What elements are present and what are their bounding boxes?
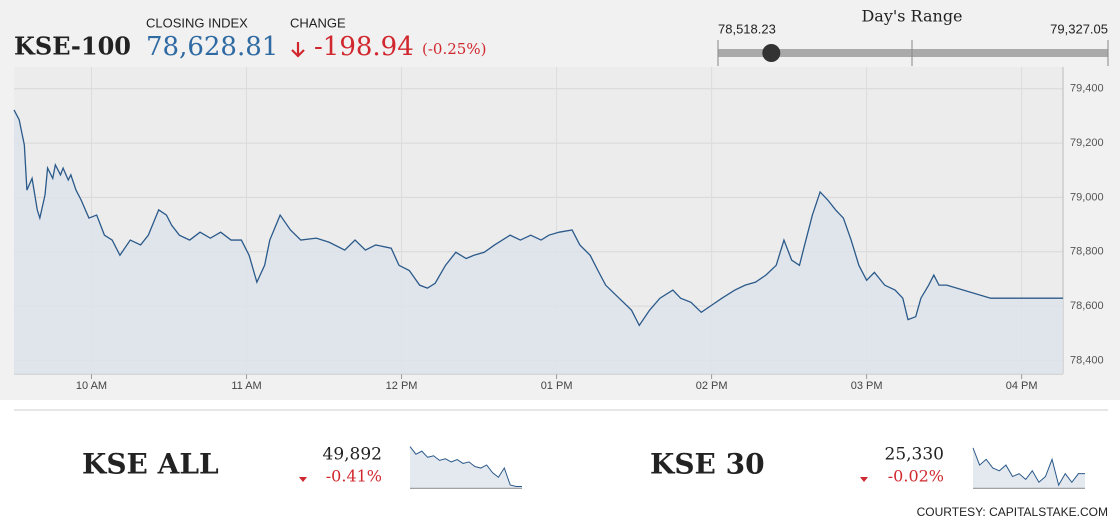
line	[13, 109, 1063, 327]
index-value: 25,330	[885, 445, 944, 465]
down-triangle	[299, 477, 307, 482]
down-arrow	[291, 42, 305, 58]
index-value: 49,892	[323, 445, 382, 465]
y-tick-label: 79,000	[1070, 191, 1104, 203]
y-tick-label: 79,200	[1070, 137, 1104, 149]
x-tick-label: 01 PM	[541, 380, 573, 392]
symbol: KSE-100	[14, 32, 131, 61]
range-high: 79,327.05	[1050, 21, 1108, 36]
y-tick-label: 78,800	[1070, 246, 1104, 258]
x-tick-label: 02 PM	[696, 380, 728, 392]
line	[409, 446, 522, 487]
down-triangle	[860, 477, 868, 482]
credit: COURTESY: CAPITALSTAKE.COM	[917, 505, 1108, 519]
change-percent: (-0.25%)	[422, 40, 486, 58]
index-change: -0.02%	[888, 467, 944, 486]
range-marker	[762, 44, 781, 62]
area	[14, 109, 1063, 375]
x-tick-label: 10 AM	[76, 380, 107, 392]
area	[973, 447, 1085, 488]
area	[410, 446, 522, 488]
index-name: KSE 30	[650, 448, 765, 481]
x-tick-label: 04 PM	[1006, 380, 1038, 392]
x-tick-label: 11 AM	[231, 380, 261, 392]
range-track	[718, 49, 1108, 57]
x-tick-label: 03 PM	[851, 380, 883, 392]
change-label: CHANGE	[290, 15, 346, 30]
y-tick-label: 79,400	[1070, 83, 1104, 95]
line	[972, 447, 1085, 487]
x-tick-label: 12 PM	[386, 380, 418, 392]
range-title: Day's Range	[861, 7, 962, 26]
change-value: -198.94	[314, 32, 414, 62]
y-tick-label: 78,400	[1070, 354, 1104, 366]
index-name: KSE ALL	[82, 448, 219, 481]
y-tick-label: 78,600	[1070, 300, 1104, 312]
range-low: 78,518.23	[718, 21, 776, 36]
closing-label: CLOSING INDEX	[146, 15, 248, 30]
closing-value: 78,628.81	[146, 32, 278, 62]
index-change: -0.41%	[326, 467, 382, 486]
